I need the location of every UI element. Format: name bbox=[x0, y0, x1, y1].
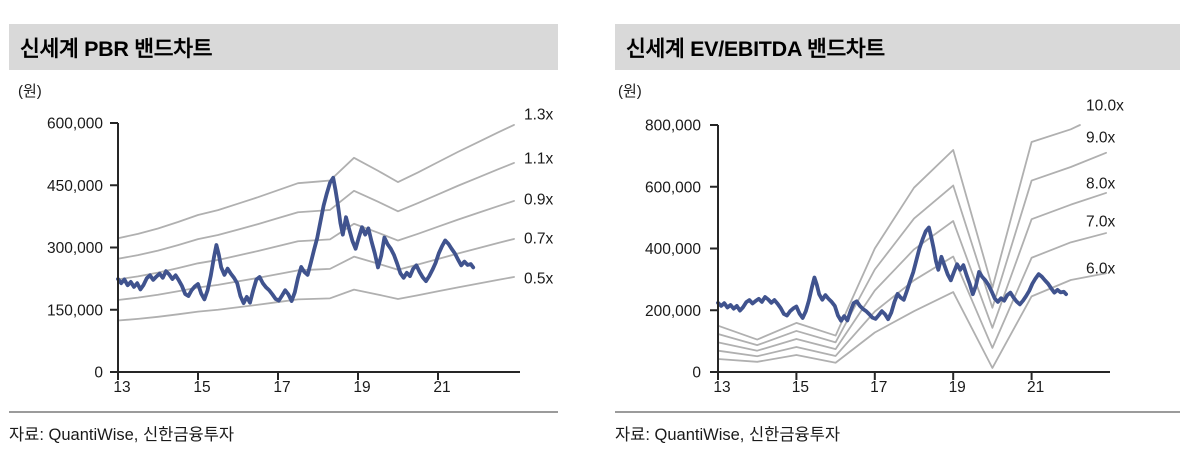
x-tick-label: 13 bbox=[713, 379, 730, 396]
band-label: 1.3x bbox=[524, 107, 554, 124]
x-tick-label: 21 bbox=[1027, 379, 1044, 396]
band-label: 7.0x bbox=[1086, 214, 1116, 231]
band-label: 0.9x bbox=[524, 192, 554, 209]
band-line-10.0x bbox=[717, 124, 1081, 341]
band-line-8.0x bbox=[717, 192, 1107, 352]
band-label: 1.1x bbox=[524, 151, 554, 168]
ev-ebitda-chart-title: 신세계 EV/EBITDA 밴드차트 bbox=[626, 36, 885, 61]
x-tick-label: 13 bbox=[113, 379, 130, 396]
band-line-9.0x bbox=[717, 151, 1107, 347]
y-tick-label: 200,000 bbox=[645, 303, 701, 320]
band-label: 0.5x bbox=[524, 271, 554, 288]
ev-ebitda-source-text: 자료: QuantiWise, 신한금융투자 bbox=[615, 426, 841, 444]
ev-ebitda-band-chart: 0 200,000 400,000 600,000 800,000 13 15 17 19 21 1… bbox=[645, 98, 1124, 397]
price-line bbox=[716, 225, 1068, 323]
x-tick-label: 19 bbox=[949, 379, 966, 396]
x-tick-label: 17 bbox=[273, 379, 290, 396]
band-line-7.0x bbox=[717, 232, 1107, 358]
ev-ebitda-source-divider bbox=[615, 411, 1180, 413]
y-tick-label: 400,000 bbox=[645, 241, 701, 258]
x-tick-label: 19 bbox=[353, 379, 370, 396]
band-line-6.0x bbox=[717, 272, 1107, 369]
price-line bbox=[116, 175, 476, 306]
y-tick-label: 0 bbox=[94, 365, 103, 382]
pbr-band-chart: 0 150,000 300,000 450,000 600,000 13 15 17 19 21 1… bbox=[47, 107, 554, 397]
y-tick-label: 600,000 bbox=[47, 116, 103, 133]
band-label: 0.7x bbox=[524, 231, 554, 248]
y-tick-label: 800,000 bbox=[645, 118, 701, 135]
x-tick-label: 17 bbox=[870, 379, 887, 396]
y-tick-label: 450,000 bbox=[47, 178, 103, 195]
x-tick-label: 21 bbox=[433, 379, 450, 396]
band-line-1.1x bbox=[117, 162, 515, 260]
band-label: 6.0x bbox=[1086, 261, 1116, 278]
pbr-chart-title: 신세계 PBR 밴드차트 bbox=[20, 36, 213, 61]
band-label: 9.0x bbox=[1086, 130, 1116, 147]
pbr-source-text: 자료: QuantiWise, 신한금융투자 bbox=[9, 426, 235, 444]
x-tick-label: 15 bbox=[792, 379, 809, 396]
x-tick-label: 15 bbox=[193, 379, 210, 396]
band-label: 8.0x bbox=[1086, 176, 1116, 193]
y-tick-label: 600,000 bbox=[645, 179, 701, 196]
pbr-unit-label: (원) bbox=[18, 83, 42, 100]
pbr-chart-title-bar: 신세계 PBR 밴드차트 bbox=[9, 24, 558, 70]
pbr-source-divider bbox=[9, 411, 558, 413]
y-tick-label: 300,000 bbox=[47, 240, 103, 257]
band-line-1.3x bbox=[117, 124, 515, 240]
y-tick-label: 150,000 bbox=[47, 302, 103, 319]
band-line-0.5x bbox=[117, 276, 515, 322]
ev-ebitda-unit-label: (원) bbox=[618, 83, 642, 100]
band-label: 10.0x bbox=[1086, 98, 1124, 115]
y-tick-label: 0 bbox=[692, 365, 701, 382]
ev-ebitda-chart-title-bar: 신세계 EV/EBITDA 밴드차트 bbox=[615, 24, 1180, 70]
